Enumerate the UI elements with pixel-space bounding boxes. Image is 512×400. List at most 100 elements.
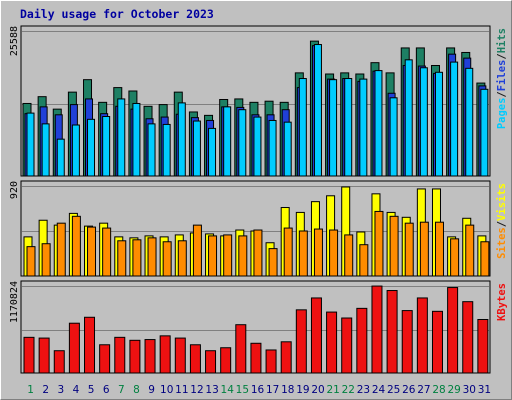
bar-sites-18 [283, 227, 293, 277]
day-label-30: 30 [463, 384, 476, 396]
bar-sites-29 [450, 238, 460, 277]
bar-pages-23 [359, 78, 368, 177]
day-label-15: 15 [236, 384, 249, 396]
day-label-10: 10 [160, 384, 173, 396]
bar-kbytes-2 [38, 337, 50, 374]
bar-sites-28 [434, 221, 444, 277]
bar-sites-17 [268, 248, 278, 277]
bar-kbytes-19 [295, 309, 307, 374]
legend-entry-4: Hits [496, 28, 508, 53]
bar-sites-1 [26, 246, 36, 277]
legend-kbytes: KBytes [496, 283, 508, 321]
bar-kbytes-17 [265, 349, 277, 374]
day-label-18: 18 [281, 384, 294, 396]
legend-hits-files-pages: Pages/Files/Hits [496, 28, 508, 129]
bar-kbytes-21 [326, 311, 338, 374]
bar-pages-5 [87, 118, 96, 177]
bar-pages-31 [480, 88, 489, 177]
bar-kbytes-23 [356, 307, 368, 374]
bar-sites-20 [313, 228, 323, 277]
bar-pages-24 [374, 70, 383, 177]
bar-kbytes-25 [386, 290, 398, 374]
bar-sites-9 [147, 237, 157, 277]
bar-kbytes-7 [114, 336, 126, 374]
bar-sites-25 [389, 215, 399, 277]
legend-entry-2: Files [496, 60, 508, 92]
bar-pages-13 [208, 127, 217, 177]
day-label-28: 28 [432, 384, 445, 396]
bar-pages-27 [419, 67, 428, 177]
day-label-19: 19 [296, 384, 309, 396]
bar-kbytes-30 [462, 301, 474, 374]
bar-pages-8 [132, 102, 141, 177]
bar-pages-20 [313, 44, 322, 177]
bar-kbytes-9 [144, 339, 156, 374]
bar-pages-4 [71, 124, 80, 177]
bar-pages-29 [450, 61, 459, 177]
bar-sites-21 [329, 229, 339, 277]
bar-pages-15 [238, 109, 247, 177]
bar-sites-7 [117, 240, 127, 277]
day-label-2: 2 [42, 384, 49, 396]
bar-kbytes-1 [23, 336, 35, 374]
day-label-31: 31 [478, 384, 491, 396]
legend-entry-0: Pages [496, 98, 508, 130]
bar-sites-24 [374, 210, 384, 277]
bar-kbytes-13 [205, 350, 217, 374]
bar-kbytes-20 [310, 297, 322, 374]
bar-pages-10 [162, 123, 171, 177]
bar-pages-14 [223, 106, 232, 177]
bar-pages-28 [434, 71, 443, 177]
day-label-14: 14 [221, 384, 235, 396]
day-label-22: 22 [342, 384, 355, 396]
chart-title: Daily usage for October 2023 [20, 7, 214, 21]
bar-pages-22 [344, 78, 353, 177]
bar-sites-4 [71, 215, 81, 277]
day-label-21: 21 [326, 384, 339, 396]
bar-pages-6 [102, 115, 111, 177]
bar-pages-21 [329, 79, 338, 177]
bar-kbytes-22 [341, 317, 353, 374]
bar-kbytes-18 [280, 341, 292, 374]
bar-sites-3 [56, 222, 66, 277]
day-label-26: 26 [402, 384, 416, 396]
day-label-25: 25 [387, 384, 400, 396]
bar-pages-16 [253, 116, 262, 177]
bar-sites-2 [41, 243, 51, 277]
bar-kbytes-6 [99, 344, 111, 374]
bar-kbytes-28 [431, 310, 443, 374]
max-label-hits-files-pages: 25588 [9, 26, 20, 56]
legend-entry-1: / [496, 221, 508, 227]
bar-kbytes-12 [189, 344, 201, 374]
bar-pages-2 [41, 123, 50, 177]
bar-pages-18 [283, 121, 292, 177]
bar-kbytes-4 [68, 322, 80, 374]
day-label-8: 8 [133, 384, 140, 396]
day-label-4: 4 [73, 384, 80, 396]
bar-pages-30 [465, 67, 474, 177]
day-label-27: 27 [417, 384, 430, 396]
bar-pages-12 [192, 120, 201, 177]
bar-kbytes-27 [416, 297, 428, 374]
bar-pages-19 [298, 78, 307, 177]
bar-kbytes-16 [250, 342, 262, 374]
legend-entry-3: / [496, 53, 508, 59]
legend-visits-sites: Sites/Visits [496, 183, 508, 259]
bar-kbytes-11 [174, 337, 186, 374]
bar-sites-11 [177, 240, 187, 277]
day-label-6: 6 [103, 384, 110, 396]
bar-kbytes-29 [447, 287, 459, 374]
day-label-29: 29 [447, 384, 460, 396]
bar-kbytes-10 [159, 335, 171, 374]
day-label-5: 5 [88, 384, 95, 396]
bar-sites-15 [238, 235, 248, 277]
bar-sites-31 [480, 241, 490, 277]
max-label-kbytes: 1170824 [9, 281, 20, 323]
max-label-visits-sites: 920 [9, 181, 20, 199]
bar-kbytes-15 [235, 324, 247, 374]
bar-pages-26 [404, 59, 413, 177]
bar-sites-23 [359, 244, 369, 277]
bar-pages-9 [147, 123, 156, 177]
bar-kbytes-3 [53, 350, 65, 374]
